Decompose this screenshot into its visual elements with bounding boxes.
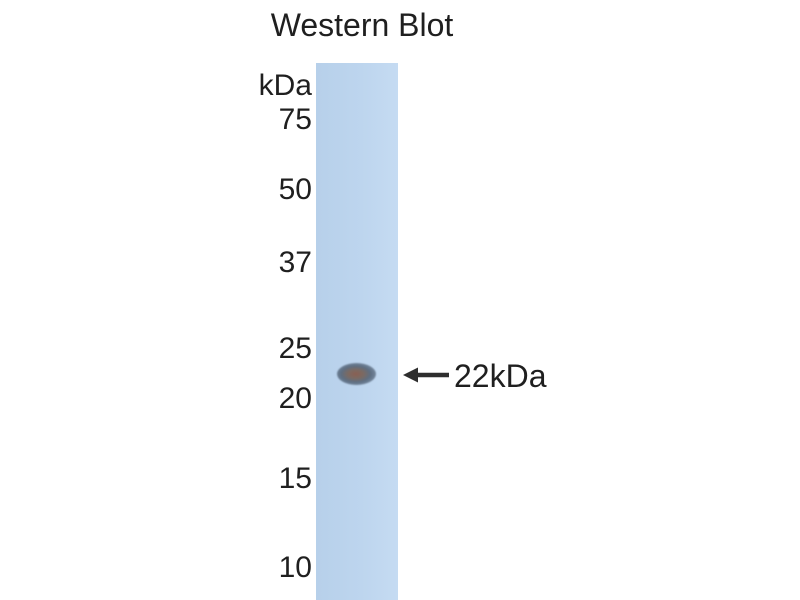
arrow-left-icon (403, 367, 449, 383)
ladder-marker-10: 10 (278, 551, 312, 584)
figure-title: Western Blot (270, 7, 454, 43)
ladder-marker-75: 75 (278, 103, 312, 136)
ladder-marker-25: 25 (278, 332, 312, 365)
blot-lane (316, 63, 398, 600)
ladder-marker-15: 15 (278, 462, 312, 495)
band-weight-label: 22kDa (454, 358, 547, 394)
ladder-marker-20: 20 (278, 382, 312, 415)
ladder-marker-37: 37 (278, 246, 312, 279)
kda-unit-label: kDa (258, 69, 312, 102)
protein-band (337, 363, 376, 385)
ladder-marker-50: 50 (278, 173, 312, 206)
